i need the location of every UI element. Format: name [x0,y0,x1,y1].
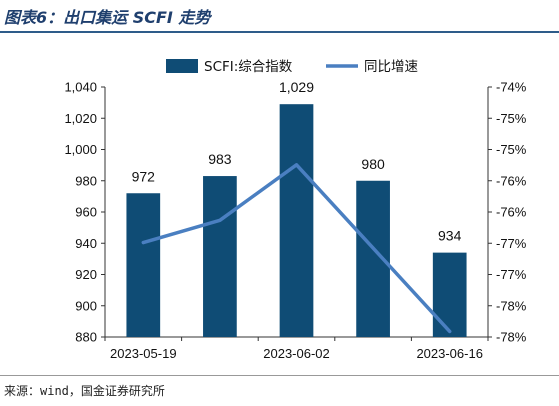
bar [279,104,314,337]
y-left-tick-label: 900 [75,298,97,313]
legend-label-line: 同比增速 [364,59,418,75]
bar-data-label: 980 [361,156,385,172]
line-point [449,330,451,332]
y-right-tick-label: -78% [496,330,527,345]
line-point [219,219,221,221]
bar [126,193,161,337]
x-tick-label: 2023-05-19 [110,346,177,361]
bar [432,252,467,337]
y-left-tick-label: 940 [75,236,97,251]
source-note: 来源：wind，国金证券研究所 [4,384,165,398]
y-left-tick-label: 960 [75,205,97,220]
legend: SCFI:综合指数 同比增速 [166,59,418,75]
footer-divider [0,375,559,376]
y-left-tick-label: 880 [75,330,97,345]
y-right-tick-label: -77% [496,267,527,282]
y-right-tick-label: -74% [496,80,527,95]
y-left-tick-label: 980 [75,173,97,188]
bar-series [126,104,467,337]
legend-label-bar: SCFI:综合指数 [204,59,293,75]
x-tick-label: 2023-06-02 [263,346,330,361]
bar-data-label: 983 [208,151,232,167]
line-point [372,247,374,249]
x-tick-label: 2023-06-16 [416,346,483,361]
line-point [142,242,144,244]
bar-data-label: 1,029 [279,79,314,95]
y-right-tick-label: -76% [496,205,527,220]
bar [203,176,237,337]
y-left-tick-label: 1,020 [64,111,97,126]
line-series [141,163,452,334]
bar-data-label: 934 [438,228,462,244]
title-divider [0,31,559,33]
legend-swatch-bar [166,59,198,73]
y-right-tick-label: -76% [496,173,527,188]
y-right-tick-label: -78% [496,298,527,313]
y-left-tick-label: 920 [75,267,97,282]
y-left-tick-label: 1,000 [64,142,97,157]
y-left-tick-label: 1,040 [64,80,97,95]
bar-data-label: 972 [132,168,156,184]
y-right-tick-label: -75% [496,111,527,126]
y-right-tick-label: -75% [496,142,527,157]
chart-title: 图表6：出口集运 SCFI 走势 [4,8,211,27]
axes: 880 900 920 940 960 980 1,000 1,020 1,040 -74% -75… [64,80,526,362]
line-point [296,164,297,166]
data-labels: 972 983 1,029 980 934 [132,79,462,243]
y-right-tick-label: -77% [496,236,527,251]
